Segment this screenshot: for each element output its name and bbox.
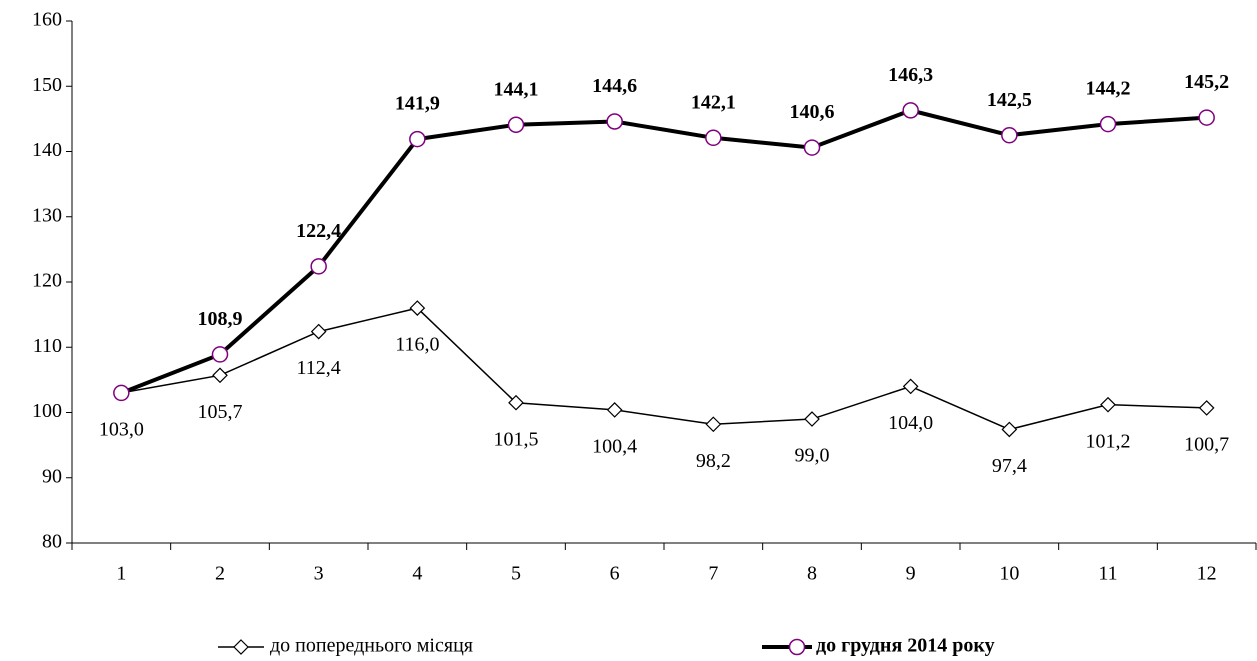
data-label: 100,4 xyxy=(592,435,637,457)
point-marker xyxy=(1198,109,1215,126)
data-label: 104,0 xyxy=(888,412,933,434)
data-label: 144,1 xyxy=(494,78,539,100)
point-marker xyxy=(508,394,524,411)
y-tick-label: 80 xyxy=(42,531,62,553)
point-marker xyxy=(803,139,821,156)
data-label: 100,7 xyxy=(1184,434,1229,456)
y-tick-label: 110 xyxy=(33,335,62,357)
x-tick-label: 12 xyxy=(1197,563,1217,585)
series-line xyxy=(120,108,1207,395)
data-label: 97,4 xyxy=(992,455,1027,477)
point-marker xyxy=(1198,400,1215,416)
point-marker xyxy=(310,258,327,275)
legend-label: до попереднього місяця xyxy=(270,635,473,657)
legend-label: до грудня 2014 року xyxy=(816,635,995,657)
point-marker xyxy=(705,416,722,433)
y-tick-label: 150 xyxy=(32,74,62,96)
y-tick-label: 100 xyxy=(32,400,62,422)
y-tick-label: 120 xyxy=(32,270,62,292)
data-label: 146,3 xyxy=(888,64,933,86)
data-label: 98,2 xyxy=(696,450,731,472)
legend-marker xyxy=(233,639,249,655)
point-marker xyxy=(212,367,228,384)
data-label: 141,9 xyxy=(395,93,440,115)
data-label: 140,6 xyxy=(790,101,835,123)
point-marker xyxy=(902,378,919,395)
data-label: 145,2 xyxy=(1184,71,1229,93)
x-tick-label: 7 xyxy=(708,563,718,585)
y-tick-label: 160 xyxy=(32,9,62,31)
data-label: 122,4 xyxy=(296,220,341,242)
data-label: 101,2 xyxy=(1086,430,1131,452)
data-label: 101,5 xyxy=(494,428,539,450)
point-marker xyxy=(1099,115,1117,133)
data-label: 142,5 xyxy=(987,89,1032,111)
x-tick-label: 11 xyxy=(1098,563,1117,585)
x-tick-label: 4 xyxy=(412,563,422,585)
y-tick-label: 90 xyxy=(42,465,62,487)
x-tick-label: 2 xyxy=(215,563,225,585)
data-label: 99,0 xyxy=(795,445,830,467)
point-marker xyxy=(606,113,623,130)
x-tick-label: 10 xyxy=(999,563,1019,585)
point-marker xyxy=(1100,396,1116,413)
x-tick-label: 3 xyxy=(314,563,324,585)
data-label: 142,1 xyxy=(691,91,736,113)
data-label: 103,0 xyxy=(99,419,144,441)
data-label: 108,9 xyxy=(198,308,243,330)
data-label: 144,6 xyxy=(592,75,637,97)
legend-marker xyxy=(788,638,806,656)
point-marker xyxy=(507,116,525,133)
point-marker xyxy=(409,130,426,148)
point-marker xyxy=(804,411,820,427)
point-marker xyxy=(1001,126,1018,144)
y-tick-label: 140 xyxy=(32,139,62,161)
data-label: 105,7 xyxy=(198,401,243,423)
point-marker xyxy=(705,129,722,147)
x-tick-label: 5 xyxy=(511,563,521,585)
point-marker xyxy=(606,402,623,418)
point-marker xyxy=(310,323,327,340)
point-marker xyxy=(902,102,919,119)
point-marker xyxy=(409,300,426,316)
point-marker xyxy=(211,346,229,363)
x-tick-label: 8 xyxy=(807,563,817,585)
series-line xyxy=(121,307,1207,431)
x-tick-label: 9 xyxy=(906,563,916,585)
data-label: 112,4 xyxy=(297,357,341,379)
x-tick-label: 1 xyxy=(116,563,126,585)
y-tick-label: 130 xyxy=(32,204,62,226)
data-label: 116,0 xyxy=(395,334,439,356)
point-marker xyxy=(1001,421,1018,438)
point-marker xyxy=(113,384,130,402)
data-label: 144,2 xyxy=(1086,78,1131,100)
x-tick-label: 6 xyxy=(610,563,620,585)
